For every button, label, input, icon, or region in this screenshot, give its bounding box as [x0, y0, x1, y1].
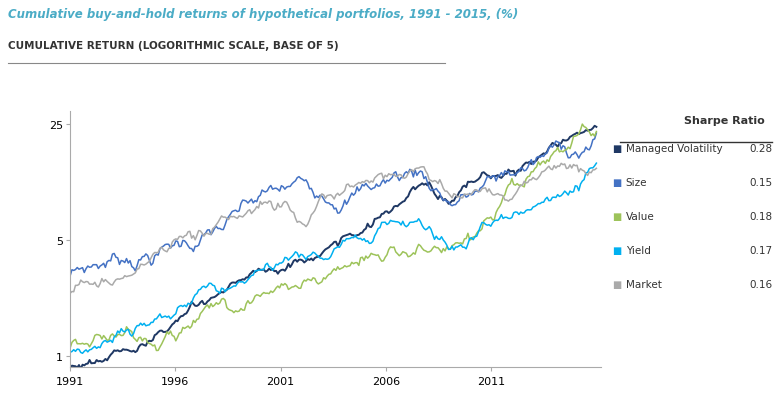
Market — [377, 171, 386, 176]
Managed Volatility — [592, 125, 601, 130]
Managed Volatility — [542, 150, 551, 154]
Size — [509, 173, 519, 178]
Text: ■: ■ — [612, 178, 622, 188]
Value — [578, 122, 587, 127]
Market — [379, 177, 388, 182]
Yield — [511, 210, 520, 215]
Value — [592, 130, 601, 135]
Text: ■: ■ — [612, 245, 622, 255]
Text: 0.17: 0.17 — [749, 245, 772, 255]
Managed Volatility — [509, 169, 519, 174]
Text: Yield: Yield — [626, 245, 651, 255]
Text: Cumulative buy-and-hold returns of hypothetical portfolios, 1991 - 2015, (%): Cumulative buy-and-hold returns of hypot… — [8, 8, 518, 21]
Yield — [67, 349, 76, 354]
Market — [67, 290, 76, 294]
Yield — [66, 350, 75, 355]
Size — [377, 180, 386, 185]
Value — [389, 245, 399, 250]
Value — [381, 255, 390, 260]
Text: 0.16: 0.16 — [749, 279, 772, 289]
Text: Sharpe Ratio: Sharpe Ratio — [683, 116, 764, 126]
Value — [379, 259, 388, 263]
Yield — [592, 161, 601, 166]
Line: Managed Volatility: Managed Volatility — [70, 126, 597, 370]
Market — [542, 166, 551, 171]
Value — [152, 348, 161, 353]
Text: ■: ■ — [612, 279, 622, 289]
Line: Size: Size — [70, 134, 597, 276]
Managed Volatility — [66, 367, 75, 372]
Text: ■: ■ — [612, 211, 622, 221]
Market — [592, 166, 601, 171]
Size — [542, 151, 551, 156]
Text: Market: Market — [626, 279, 661, 289]
Yield — [544, 199, 554, 204]
Line: Yield: Yield — [70, 164, 597, 354]
Market — [509, 195, 519, 199]
Managed Volatility — [67, 363, 76, 368]
Value — [66, 345, 75, 350]
Size — [67, 268, 76, 273]
Size — [379, 178, 388, 183]
Managed Volatility — [377, 212, 386, 217]
Managed Volatility — [388, 208, 397, 213]
Yield — [379, 220, 388, 225]
Market — [66, 291, 75, 296]
Line: Market: Market — [70, 164, 597, 294]
Text: CUMULATIVE RETURN (LOGORITHMIC SCALE, BASE OF 5): CUMULATIVE RETURN (LOGORITHMIC SCALE, BA… — [8, 41, 339, 51]
Text: 0.15: 0.15 — [749, 178, 772, 188]
Text: ■: ■ — [612, 144, 622, 154]
Managed Volatility — [379, 211, 388, 216]
Text: Size: Size — [626, 178, 647, 188]
Line: Value: Value — [70, 125, 597, 351]
Managed Volatility — [590, 124, 599, 129]
Value — [67, 340, 76, 345]
Size — [388, 176, 397, 180]
Yield — [381, 220, 390, 225]
Text: 0.28: 0.28 — [749, 144, 772, 154]
Text: Value: Value — [626, 211, 654, 221]
Text: 0.18: 0.18 — [749, 211, 772, 221]
Text: Managed Volatility: Managed Volatility — [626, 144, 722, 154]
Market — [556, 161, 566, 166]
Value — [511, 183, 520, 188]
Market — [388, 173, 397, 178]
Value — [544, 159, 554, 164]
Size — [592, 131, 601, 136]
Yield — [78, 351, 87, 356]
Yield — [389, 219, 399, 224]
Size — [66, 273, 75, 278]
